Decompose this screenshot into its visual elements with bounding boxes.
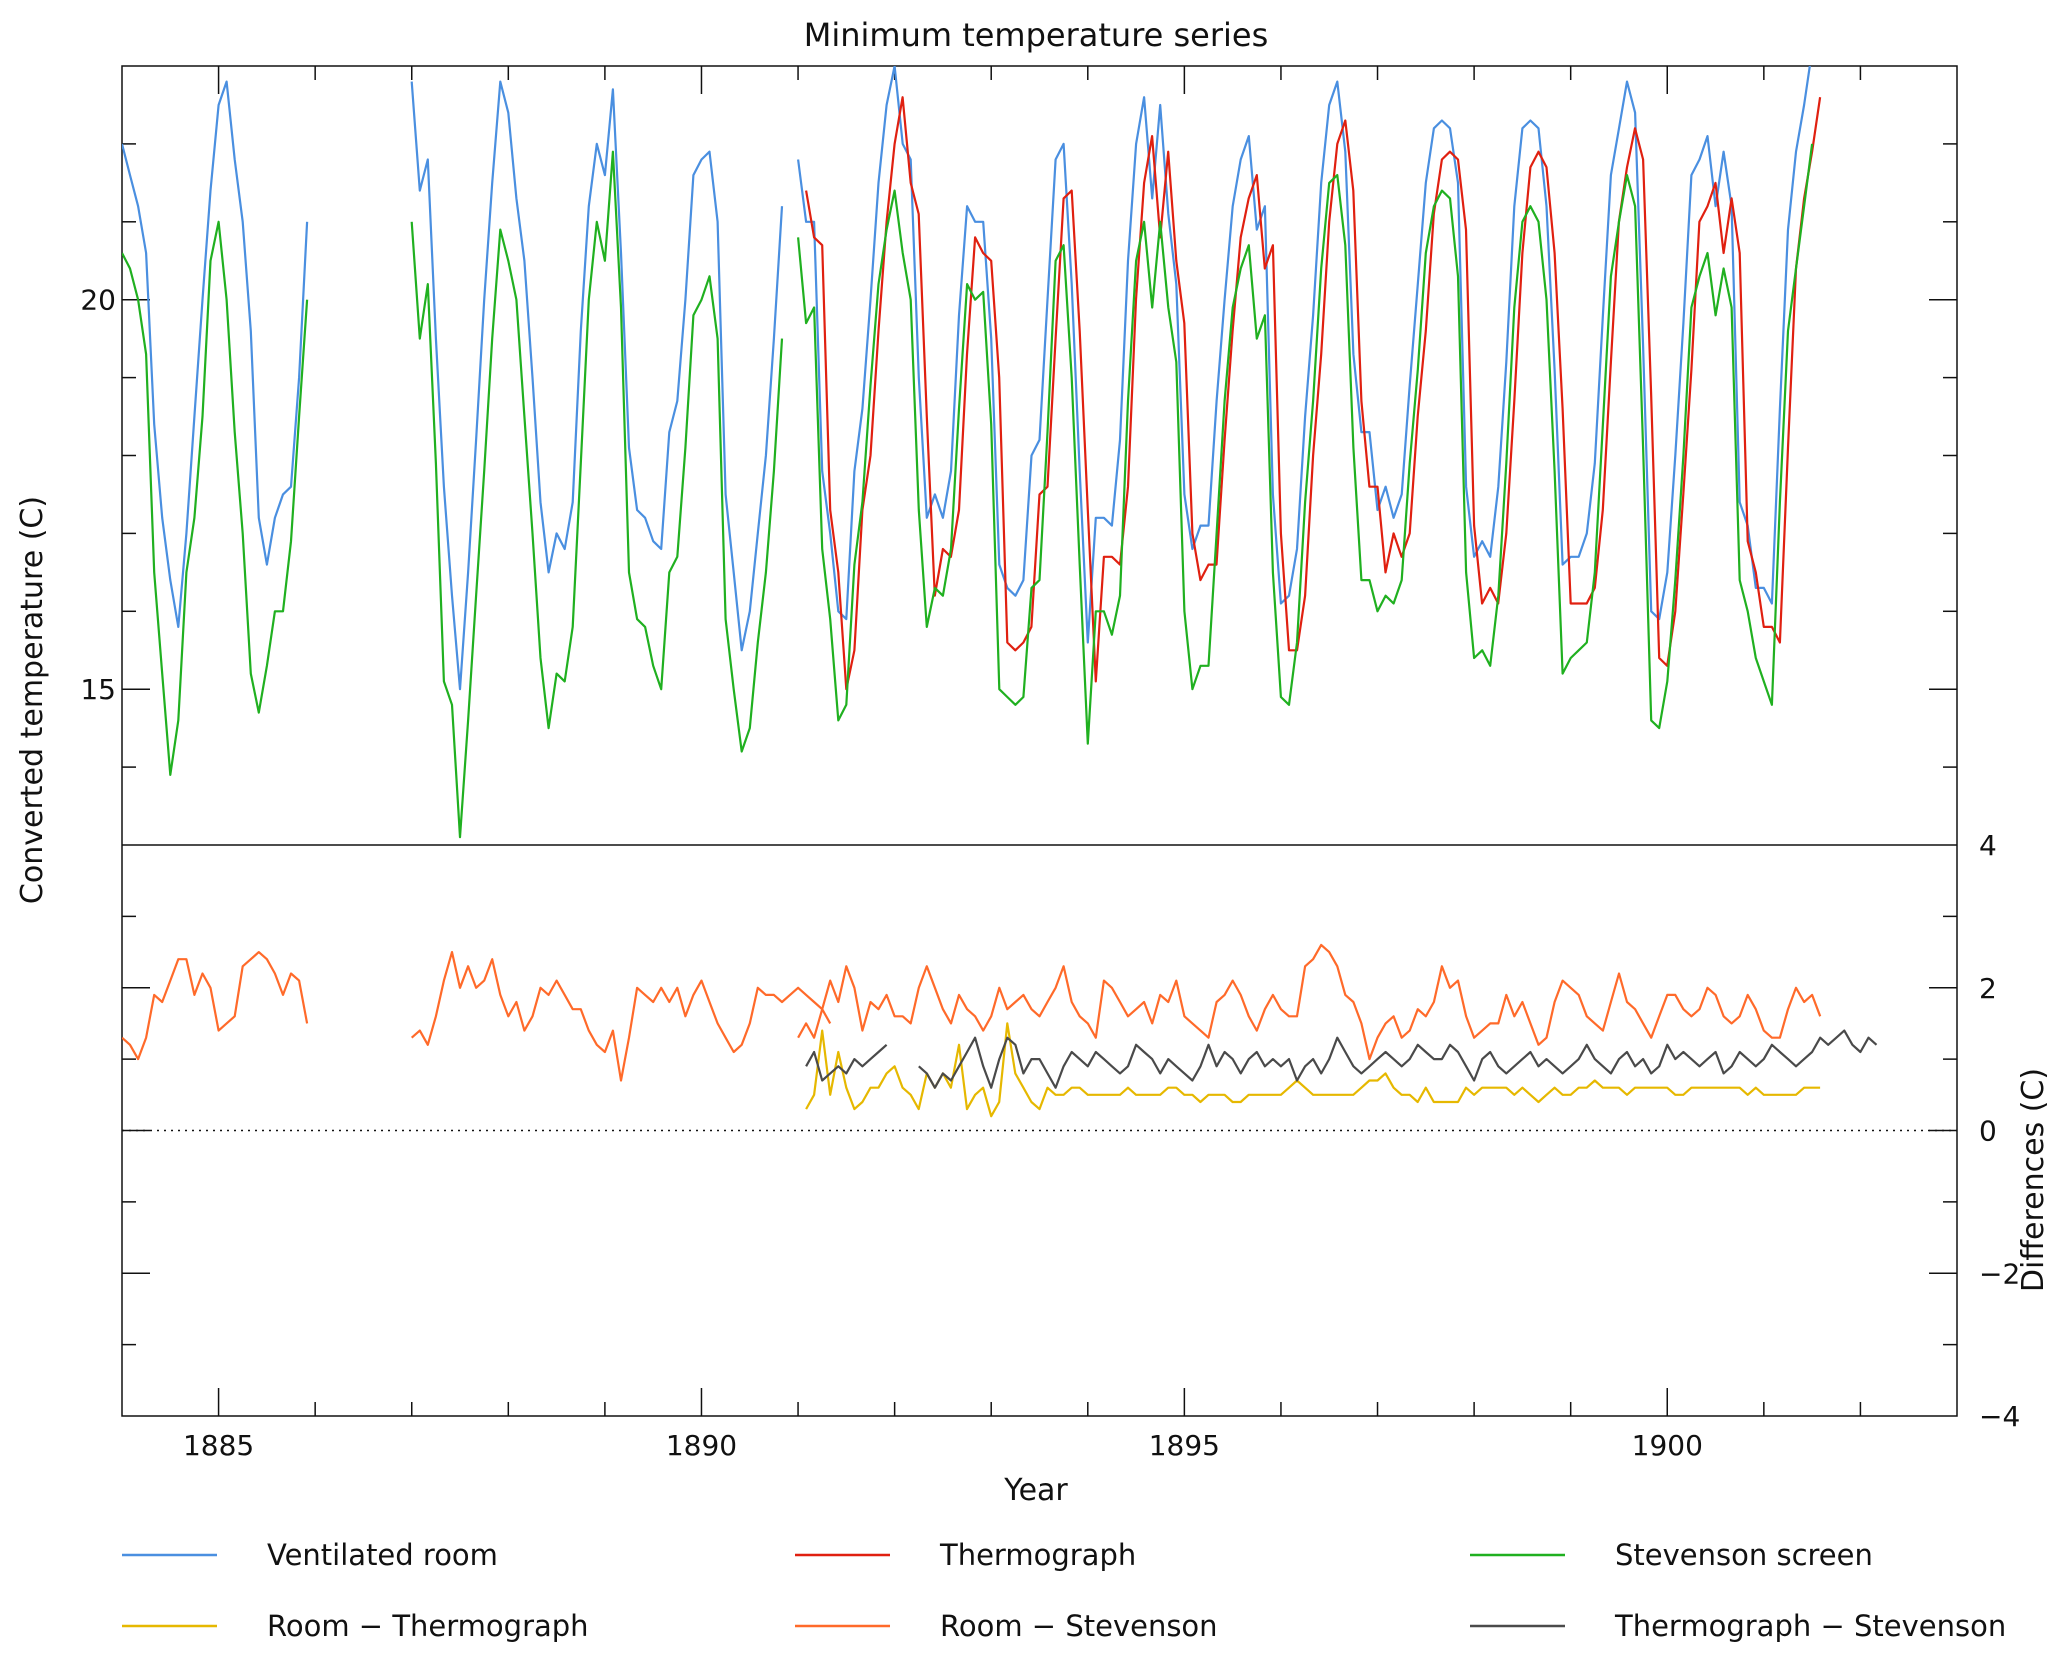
legend-item: Thermograph xyxy=(795,1538,1136,1572)
series-2 xyxy=(122,143,1814,839)
y-axis-label-right: Differences (C) xyxy=(2016,1068,2051,1292)
series-line xyxy=(797,66,1811,644)
series-line xyxy=(805,1022,1821,1118)
y-tick-label-top: 20 xyxy=(80,284,116,317)
series-line xyxy=(122,220,309,777)
series-line xyxy=(410,950,832,1082)
legend-label: Thermograph − Stevenson xyxy=(1614,1609,2006,1643)
legend-label: Thermograph xyxy=(939,1538,1136,1572)
series-line xyxy=(805,1043,888,1082)
y-tick-label-bottom: −4 xyxy=(1979,1400,2020,1433)
legend-item: Ventilated room xyxy=(122,1538,498,1572)
series-3 xyxy=(805,1022,1821,1118)
x-tick-label: 1885 xyxy=(183,1429,254,1462)
x-tick-label: 1890 xyxy=(666,1429,737,1462)
series-0 xyxy=(122,66,1811,691)
legend-item: Stevenson screen xyxy=(1470,1538,1873,1572)
chart-title: Minimum temperature series xyxy=(804,16,1269,54)
series-line xyxy=(122,950,309,1061)
series-4 xyxy=(122,943,1822,1082)
series-1 xyxy=(805,96,1822,691)
y-tick-label-bottom: 2 xyxy=(1979,972,1997,1005)
y-tick-label-bottom: −2 xyxy=(1979,1257,2020,1290)
x-axis-label: Year xyxy=(1003,1473,1068,1508)
legend-item: Room − Stevenson xyxy=(795,1609,1218,1643)
series-line xyxy=(122,80,309,629)
legend-item: Room − Thermograph xyxy=(122,1609,589,1643)
series-line xyxy=(797,943,1822,1061)
series-line xyxy=(918,1029,1878,1089)
series-line xyxy=(410,80,784,691)
legend-label: Ventilated room xyxy=(267,1538,498,1572)
series-line xyxy=(805,96,1822,691)
legend-label: Room − Thermograph xyxy=(267,1609,589,1643)
x-tick-label: 1900 xyxy=(1632,1429,1703,1462)
y-tick-label-bottom: 4 xyxy=(1979,829,1997,862)
x-tick-label: 1895 xyxy=(1149,1429,1220,1462)
legend-label: Room − Stevenson xyxy=(940,1609,1218,1643)
plot-frame xyxy=(121,65,1958,1417)
legend-item: Thermograph − Stevenson xyxy=(1470,1609,2006,1643)
y-tick-label-bottom: 0 xyxy=(1979,1115,1997,1148)
series-line xyxy=(410,150,784,839)
series-line xyxy=(797,143,1814,745)
legend-label: Stevenson screen xyxy=(1615,1538,1873,1572)
y-axis-label-left: Converted temperature (C) xyxy=(15,496,50,904)
y-tick-label-top: 15 xyxy=(80,673,116,706)
series-5 xyxy=(805,1029,1878,1089)
